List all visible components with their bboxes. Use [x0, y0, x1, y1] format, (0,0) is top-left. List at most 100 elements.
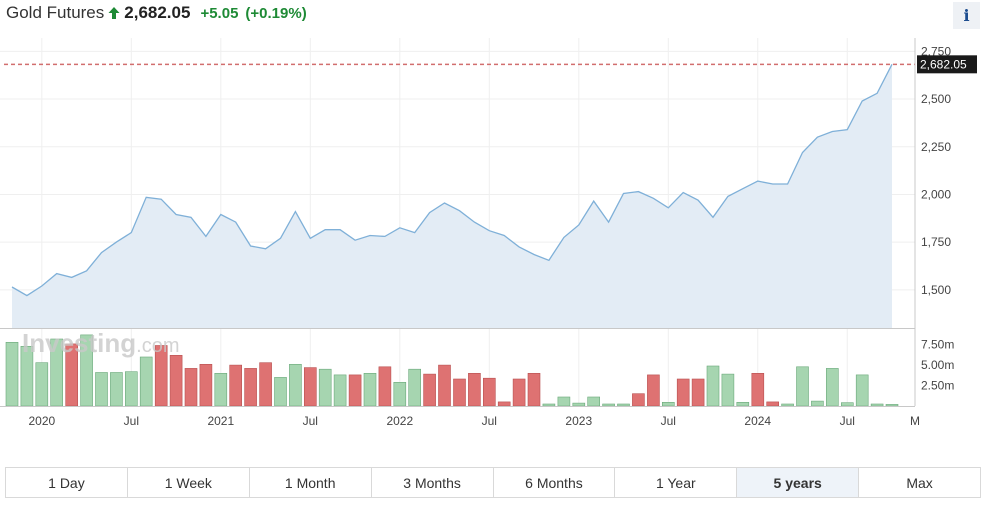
range-button-3-months[interactable]: 3 Months — [370, 468, 493, 497]
x-tick-label: Jul — [840, 414, 855, 428]
volume-bar — [766, 401, 780, 407]
volume-bar — [468, 372, 481, 407]
volume-bar — [811, 400, 824, 407]
current-price-label: 2,682.05 — [917, 55, 977, 74]
volume-bar — [408, 368, 422, 407]
price-tick-label: 2,500 — [921, 92, 951, 106]
volume-bar — [632, 393, 645, 407]
range-button-1-month[interactable]: 1 Month — [248, 468, 371, 497]
volume-bar — [736, 401, 750, 407]
watermark-domain: .com — [136, 335, 179, 357]
range-button-5-years[interactable]: 5 years — [736, 468, 859, 497]
range-button-max[interactable]: Max — [858, 468, 980, 497]
volume-bar — [95, 372, 108, 407]
volume-bar — [5, 341, 19, 407]
volume-bar — [885, 404, 899, 407]
volume-bars — [5, 334, 899, 407]
price-change: +5.05 — [200, 4, 239, 22]
info-button[interactable]: i — [953, 2, 980, 29]
x-tick-label: 2020 — [28, 414, 55, 428]
volume-bar — [303, 367, 317, 407]
volume-bar — [423, 373, 436, 407]
volume-bar — [482, 377, 496, 407]
volume-tick-label: 2.50m — [921, 379, 954, 393]
volume-bar — [661, 401, 675, 407]
x-tick-label: 2024 — [744, 414, 771, 428]
volume-bar — [184, 368, 198, 407]
volume-bar — [676, 378, 690, 407]
x-tick-label: Jul — [661, 414, 676, 428]
volume-bar — [348, 374, 362, 407]
x-tick-label: Jul — [124, 414, 139, 428]
price-area-fill — [12, 64, 892, 329]
price-tick-label: 2,250 — [921, 140, 951, 154]
range-button-1-year[interactable]: 1 Year — [614, 468, 736, 497]
volume-bar — [497, 401, 511, 407]
range-button-6-months[interactable]: 6 Months — [492, 468, 615, 497]
volume-bar — [557, 396, 571, 407]
volume-bar — [453, 378, 466, 407]
volume-bar — [781, 403, 794, 407]
quote-header: Gold Futures 2,682.05 +5.05 (+0.19%) — [6, 2, 307, 24]
volume-bar — [125, 371, 138, 407]
price-tick-label: 1,500 — [921, 283, 951, 297]
volume-bar — [363, 372, 377, 407]
volume-bar — [244, 368, 257, 407]
volume-bar — [721, 373, 735, 407]
volume-bar — [840, 402, 854, 407]
volume-bar — [199, 363, 213, 407]
range-button-1-day[interactable]: 1 Day — [48, 474, 85, 491]
x-tick-label: 2022 — [386, 414, 413, 428]
range-button-1-week[interactable]: 1 Week — [126, 468, 249, 497]
volume-bar — [527, 372, 541, 407]
up-arrow-icon — [108, 7, 120, 19]
volume-bar — [289, 363, 302, 407]
volume-bar — [855, 374, 869, 407]
volume-bar — [214, 372, 228, 407]
instrument-title: Gold Futures — [6, 3, 105, 22]
volume-bar — [825, 368, 839, 407]
volume-bar — [229, 364, 242, 407]
volume-bar — [542, 403, 556, 407]
volume-bar — [602, 403, 615, 407]
volume-bar — [393, 381, 407, 407]
volume-tick-label: 5.00m — [921, 358, 954, 372]
investing-watermark: Investing.com — [22, 328, 179, 358]
price-tick-label: 1,750 — [921, 235, 951, 249]
gold-futures-chart[interactable]: Investing.com 1,500 1,750 2,000 2,250 2,500 2… — [0, 0, 1002, 460]
volume-bar — [333, 374, 347, 407]
volume-bar — [572, 402, 586, 407]
chart-axes: 1,500 1,750 2,000 2,250 2,500 2,750 2.50m 5.00m… — [0, 38, 954, 428]
x-tick-label: M — [910, 414, 920, 428]
price-change-percent: (+0.19%) — [245, 4, 307, 22]
volume-tick-label: 7.50m — [921, 338, 954, 352]
volume-bar — [259, 362, 272, 407]
current-price-value: 2,682.05 — [920, 57, 967, 71]
watermark-brand: Investing — [22, 328, 136, 358]
volume-bar — [378, 366, 392, 407]
volume-bar — [438, 364, 451, 407]
x-tick-label: Jul — [303, 414, 318, 428]
volume-bar — [110, 372, 123, 407]
volume-bar — [796, 366, 809, 407]
x-tick-label: Jul — [482, 414, 497, 428]
volume-bar — [647, 374, 660, 407]
price-line — [11, 64, 893, 297]
volume-bar — [274, 377, 287, 407]
price-tick-label: 2,750 — [921, 44, 951, 58]
volume-bar — [35, 362, 49, 407]
last-price: 2,682.05 — [124, 3, 191, 22]
volume-bar — [706, 365, 720, 407]
volume-bar — [512, 378, 526, 407]
volume-bar — [587, 396, 601, 407]
volume-bar — [169, 354, 183, 407]
volume-bar — [139, 356, 153, 407]
volume-bar — [318, 368, 332, 407]
volume-bar — [691, 378, 705, 407]
x-tick-label: 2023 — [565, 414, 592, 428]
info-icon: i — [963, 6, 970, 25]
volume-bar — [751, 372, 765, 407]
price-tick-label: 2,000 — [921, 187, 951, 201]
volume-bar — [617, 403, 630, 407]
x-tick-label: 2021 — [207, 414, 234, 428]
